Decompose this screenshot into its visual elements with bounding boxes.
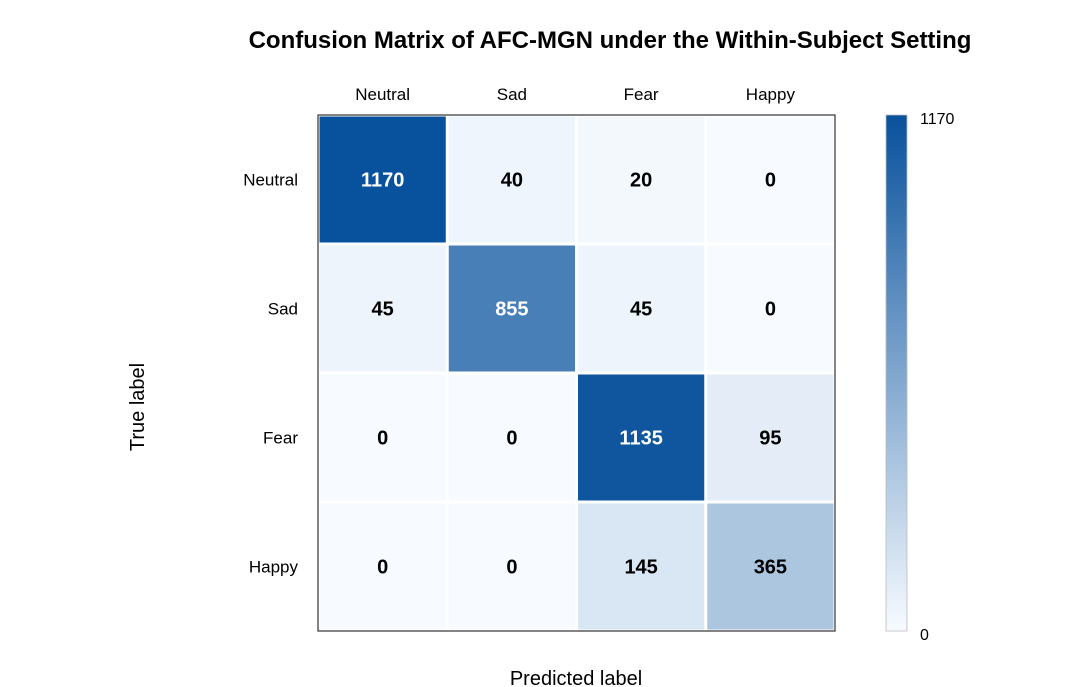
heatmap-cell xyxy=(319,245,446,372)
heatmap-cell xyxy=(707,374,834,501)
plot-frame xyxy=(317,114,836,632)
heatmap-cell xyxy=(707,116,834,243)
x-tick-label: Neutral xyxy=(355,85,410,104)
cell-value-label: 1135 xyxy=(619,428,662,450)
heatmap-cell xyxy=(578,374,705,501)
x-axis-label: Predicted label xyxy=(510,668,642,687)
heatmap-cell xyxy=(448,374,575,501)
chart-title: Confusion Matrix of AFC-MGN under the Wi… xyxy=(249,27,972,54)
y-tick-label: Sad xyxy=(268,300,298,319)
cell-value-label: 145 xyxy=(624,557,657,579)
cell-value-label: 0 xyxy=(377,557,388,579)
heatmap-cell xyxy=(319,374,446,501)
colorbar-max-label: 1170 xyxy=(920,111,955,128)
cell-value-label: 20 xyxy=(630,170,652,192)
heatmap-cell xyxy=(448,503,575,630)
heatmap-cell-labels: 1170 40 20 0 45 855 45 0 0 0 1135 95 0 0 145 365 xyxy=(361,170,787,579)
heatmap-cell xyxy=(448,116,575,243)
cell-value-label: 365 xyxy=(754,557,787,579)
y-tick-label: Happy xyxy=(249,558,299,577)
x-tick-labels: Neutral Sad Fear Happy xyxy=(355,85,795,104)
y-tick-label: Neutral xyxy=(243,171,298,190)
cell-value-label: 0 xyxy=(506,428,517,450)
y-tick-labels: Neutral Sad Fear Happy xyxy=(243,171,298,577)
y-axis-label: True label xyxy=(127,363,149,451)
colorbar-min-label: 0 xyxy=(920,627,929,644)
heatmap-cell xyxy=(578,503,705,630)
cell-value-label: 95 xyxy=(759,428,781,450)
cell-value-label: 45 xyxy=(372,299,394,321)
cell-value-label: 45 xyxy=(630,299,652,321)
cell-value-label: 0 xyxy=(506,557,517,579)
y-tick-label: Fear xyxy=(263,429,298,448)
heatmap-cell xyxy=(319,503,446,630)
colorbar xyxy=(885,114,908,632)
heatmap-cell xyxy=(319,116,446,243)
cell-value-label: 855 xyxy=(495,299,528,321)
heatmap-cell xyxy=(448,245,575,372)
heatmap-cell xyxy=(707,245,834,372)
cell-value-label: 40 xyxy=(501,170,523,192)
x-tick-label: Fear xyxy=(624,85,659,104)
heatmap-cells xyxy=(319,116,834,630)
cell-value-label: 0 xyxy=(377,428,388,450)
heatmap-cell xyxy=(707,503,834,630)
x-tick-label: Happy xyxy=(746,85,796,104)
cell-value-label: 0 xyxy=(765,299,776,321)
heatmap-cell xyxy=(578,116,705,243)
cell-value-label: 0 xyxy=(765,170,776,192)
cell-value-label: 1170 xyxy=(361,170,404,192)
x-tick-label: Sad xyxy=(497,85,527,104)
heatmap-cell xyxy=(578,245,705,372)
